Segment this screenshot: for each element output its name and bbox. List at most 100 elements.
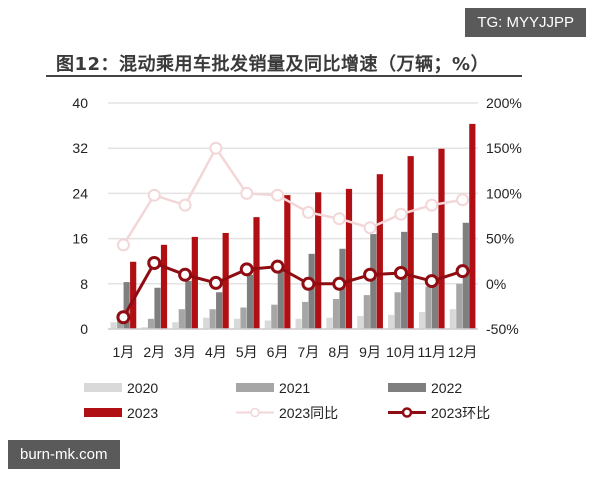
bar-2023 [469, 123, 476, 329]
bar-2023 [284, 195, 291, 329]
marker-2023环比 [178, 267, 193, 282]
marker-2023同比 [363, 221, 377, 235]
line-series [116, 141, 470, 325]
x-tick-label: 10月 [386, 344, 416, 360]
marker-2023环比 [239, 262, 254, 277]
bar-2023 [191, 236, 198, 329]
x-tick-label: 2月 [143, 344, 165, 360]
bar-2022 [246, 274, 254, 329]
bar-2023 [407, 156, 414, 329]
x-tick-label: 8月 [328, 344, 350, 360]
legend-marker-2023环比 [401, 407, 413, 418]
bar-2021 [178, 309, 185, 329]
marker-2023同比 [116, 238, 130, 252]
legend-label: 2023 [127, 405, 158, 421]
bar-2022 [370, 234, 377, 329]
bar-2020 [326, 317, 333, 329]
marker-2023环比 [270, 259, 285, 274]
marker-2023同比 [456, 193, 470, 207]
bar-2020 [203, 317, 210, 329]
marker-2023同比 [240, 186, 254, 200]
x-tick-label: 1月 [113, 344, 135, 360]
marker-2023环比 [147, 256, 162, 271]
x-tick-label: 5月 [236, 344, 258, 360]
x-axis: 1月 2月 3月 4月 5月 6月 7月 8月 9月 10月 11月 12月 [108, 328, 478, 360]
marker-2023同比 [394, 207, 408, 221]
x-tick-label: 9月 [359, 344, 381, 360]
bar-2020 [233, 318, 241, 329]
y-tick-label: 16 [72, 231, 88, 247]
gridlines [108, 102, 478, 330]
legend-marker-2023同比 [250, 407, 260, 418]
legend-label: 2021 [279, 380, 310, 396]
x-tick-label: 12月 [448, 344, 478, 360]
legend-label: 2023环比 [431, 405, 490, 421]
y-tick-label: 8 [80, 276, 88, 292]
bar-2023 [315, 192, 322, 329]
bar-2021 [147, 318, 155, 329]
y2-tick-label: 150% [486, 140, 522, 156]
bar-2021 [240, 307, 247, 329]
y-axis-left: 0 8 16 24 32 40 [72, 95, 88, 337]
bar-2020 [418, 312, 426, 329]
marker-2023同比 [332, 212, 346, 226]
bar-2020 [449, 309, 456, 329]
marker-2023同比 [271, 188, 285, 202]
marker-2023同比 [301, 205, 315, 219]
bar-2023 [222, 232, 229, 329]
bar-2021 [363, 295, 370, 329]
legend-swatch-2023 [84, 408, 122, 417]
bar-2023 [130, 261, 137, 329]
bar-2020 [357, 316, 364, 329]
bar-2020 [388, 314, 395, 329]
legend-label: 2020 [127, 380, 158, 396]
bar-2022 [185, 280, 192, 329]
bar-2023 [376, 174, 383, 329]
x-tick-label: 3月 [174, 344, 196, 360]
bar-2020 [264, 320, 271, 329]
legend-swatch-2022 [388, 383, 426, 392]
legend-swatch-2020 [84, 383, 122, 392]
marker-2023环比 [363, 267, 378, 282]
watermark-top: TG: MYYJJPP [465, 8, 586, 37]
bar-2021 [271, 304, 278, 329]
y2-tick-label: 100% [486, 185, 522, 201]
chart-title: 图12：混动乘用车批发销量及同比增速（万辆；%） [56, 54, 490, 75]
bar-2021 [332, 299, 340, 329]
y-axis-right: -50% 0% 50% 100% 150% 200% [486, 95, 522, 337]
y2-tick-label: -50% [486, 321, 519, 337]
title-underline [46, 75, 522, 77]
bar-2022 [401, 231, 408, 329]
bar-2020 [295, 318, 302, 329]
watermark-bottom: burn-mk.com [8, 440, 120, 469]
marker-2023环比 [208, 275, 223, 290]
legend-label: 2022 [431, 380, 462, 396]
bar-2022 [154, 287, 161, 329]
marker-2023环比 [455, 264, 470, 279]
marker-2023同比 [425, 198, 439, 212]
marker-2023环比 [393, 265, 408, 280]
bar-2021 [302, 301, 309, 329]
bar-series [110, 123, 476, 329]
x-tick-label: 4月 [205, 344, 227, 360]
marker-2023环比 [116, 310, 131, 325]
marker-2023同比 [147, 188, 161, 202]
bar-2022 [123, 282, 130, 329]
bar-2023 [253, 217, 260, 329]
marker-2023环比 [301, 276, 316, 291]
bar-2021 [456, 283, 463, 329]
y-tick-label: 24 [72, 185, 88, 201]
bar-2023 [438, 148, 445, 329]
bar-2022 [277, 267, 284, 329]
x-tick-label: 6月 [267, 344, 289, 360]
marker-2023环比 [424, 274, 439, 289]
legend: 2020 2021 2022 2023 2023同比 2023环比 [84, 380, 490, 421]
bar-2020 [172, 322, 179, 329]
y2-tick-label: 50% [486, 231, 514, 247]
bar-2021 [117, 320, 124, 329]
y-tick-label: 32 [72, 140, 88, 156]
bar-2020 [110, 322, 117, 329]
bar-2021 [209, 309, 216, 329]
x-tick-label: 7月 [298, 344, 320, 360]
bar-2021 [394, 292, 401, 329]
